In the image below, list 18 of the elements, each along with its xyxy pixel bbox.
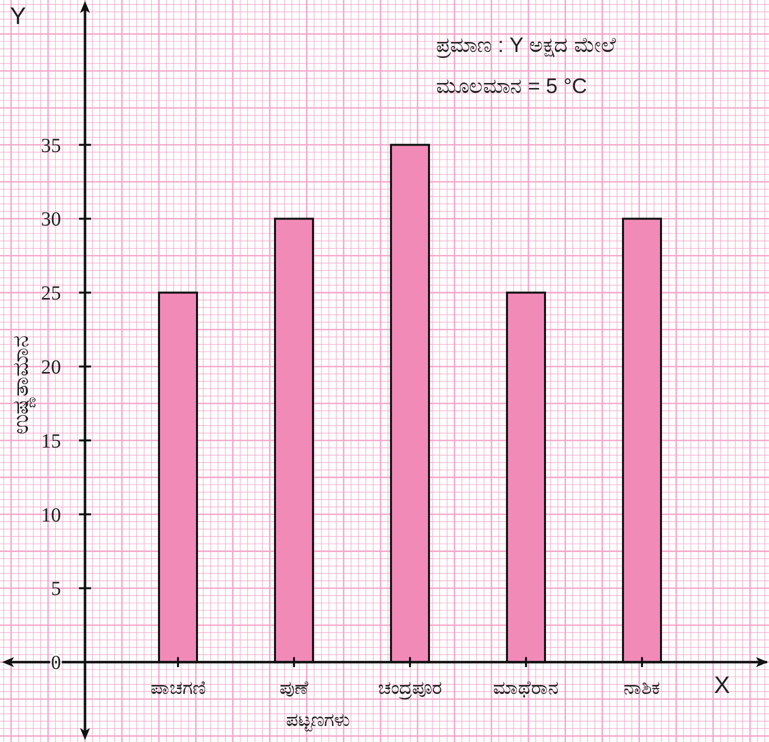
annotation: ಪ್ರಮಾಣ : Y ಅಕ್ಷದ ಮೇಲೆ [436,34,616,58]
x-tick-label: ಪುಣೆ [280,678,308,699]
x-tick-label: ಚಂದ್ರಪೂರ [378,678,442,699]
y-tick-label: 15 [41,430,61,452]
y-tick-label: 10 [41,504,61,526]
text: X [714,672,730,699]
x-tick-label: ನಾಶಿಕ [624,678,660,699]
annotation: ಮೂಲಮಾನ = 5 °C [436,75,588,98]
text: Y [10,3,26,30]
x-tick-label: ಮಾಥೆರಾನ [493,678,559,699]
y-tick-label: 35 [41,134,61,157]
y-tick-label: 30 [41,208,61,231]
y-axis-title: ಉಷ್ಣತಾಮಾನ [8,336,36,434]
x-axis-title: ಪಟ್ಟಣಗಳು [286,710,350,732]
x-tick-label: ಪಾಚಗಣಿ [150,678,206,699]
y-tick-label: 5 [51,578,61,600]
y-tick-label: 20 [41,356,61,379]
y-tick-label: 25 [41,282,61,305]
